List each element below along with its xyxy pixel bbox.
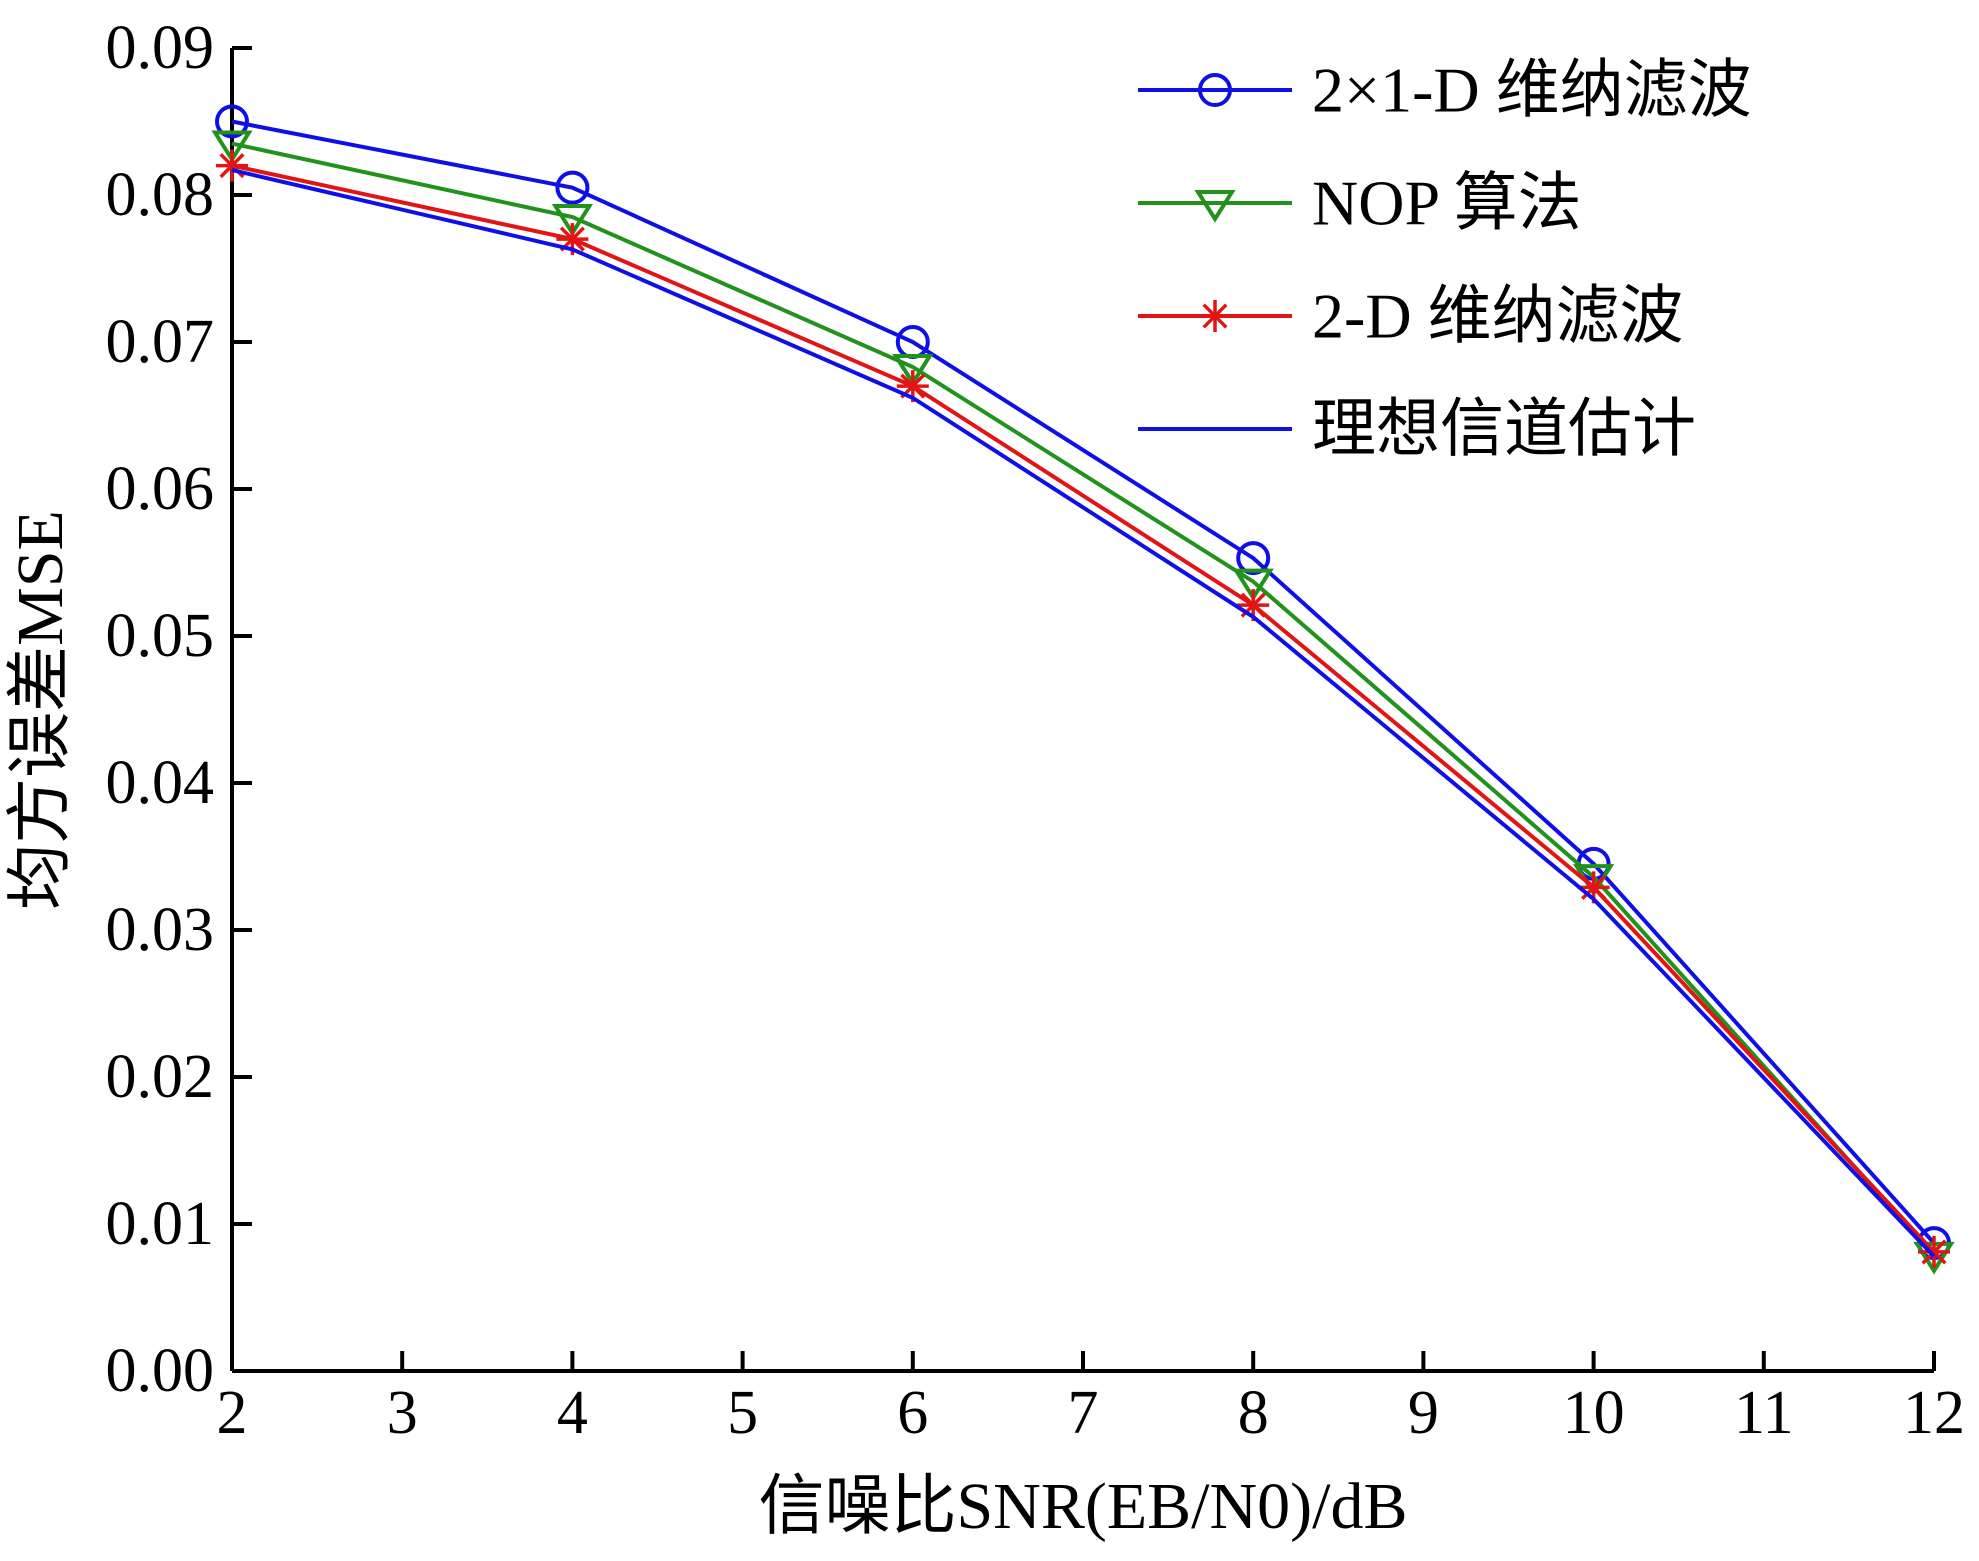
triangle-down-marker-icon — [1194, 190, 1236, 223]
triangle-down-marker-icon — [892, 353, 934, 387]
series-line-1 — [231, 141, 1936, 1257]
legend-label: 理想信道估计 — [1312, 394, 1696, 465]
x-tick-label: 2 — [217, 1379, 248, 1447]
y-tick-label: 0.03 — [106, 896, 215, 964]
y-tick-label: 0.09 — [106, 14, 215, 82]
circle-marker-icon — [215, 104, 249, 139]
x-tick-label: 9 — [1408, 1379, 1439, 1447]
asterisk-marker-icon — [1918, 1235, 1950, 1268]
y-axis-title: 均方误差MSE — [4, 510, 77, 910]
legend-item-3: 理想信道估计 — [1138, 394, 1696, 465]
x-tick-label: 3 — [387, 1379, 418, 1447]
circle-marker-icon — [1198, 73, 1232, 107]
x-tick-label: 11 — [1734, 1379, 1794, 1447]
x-tick-label: 10 — [1563, 1379, 1625, 1447]
legend-item-1: NOP 算法 — [1138, 168, 1582, 239]
y-tick-label: 0.00 — [106, 1337, 215, 1405]
y-tick-label: 0.06 — [106, 455, 215, 523]
y-tick-label: 0.02 — [106, 1043, 215, 1111]
series-markers-2 — [216, 149, 1950, 1268]
x-tick-label: 5 — [727, 1379, 758, 1447]
circle-marker-icon — [555, 170, 590, 205]
x-tick-label: 8 — [1238, 1379, 1269, 1447]
legend-item-2: 2-D 维纳滤波 — [1138, 281, 1684, 352]
x-tick-label: 6 — [897, 1379, 928, 1447]
circle-marker-icon — [1236, 541, 1271, 576]
y-tick-label: 0.08 — [106, 161, 215, 229]
triangle-down-marker-icon — [1232, 568, 1274, 602]
asterisk-marker-icon — [1199, 300, 1231, 332]
plot-layer: 2 3 4 5 6 7 8 9 10 11 12 0.00 0.01 0.02 0.03 0.04 0.05 0.… — [106, 14, 1966, 1447]
asterisk-marker-icon — [216, 149, 248, 182]
series-markers-1 — [211, 130, 1955, 1275]
x-tick-label: 12 — [1903, 1379, 1965, 1447]
y-tick-label: 0.04 — [106, 749, 215, 817]
y-tick-label: 0.07 — [106, 308, 215, 376]
legend-label: NOP 算法 — [1312, 168, 1582, 239]
triangle-down-marker-icon — [211, 130, 253, 164]
y-tick-label: 0.05 — [106, 602, 215, 670]
series-line-0 — [231, 119, 1936, 1245]
series-line-3 — [231, 168, 1936, 1258]
series-markers-0 — [215, 104, 1951, 1261]
legend-label: 2-D 维纳滤波 — [1312, 281, 1684, 352]
legend-label: 2×1-D 维纳滤波 — [1312, 55, 1752, 126]
x-axis-title: 信噪比SNR(EB/N0)/dB — [758, 1470, 1407, 1543]
legend-item-0: 2×1-D 维纳滤波 — [1138, 55, 1752, 126]
x-tick-label: 7 — [1068, 1379, 1099, 1447]
x-tick-label: 4 — [557, 1379, 588, 1447]
y-tick-label: 0.01 — [106, 1190, 215, 1258]
series-line-2 — [231, 163, 1936, 1254]
triangle-down-marker-icon — [551, 204, 594, 237]
